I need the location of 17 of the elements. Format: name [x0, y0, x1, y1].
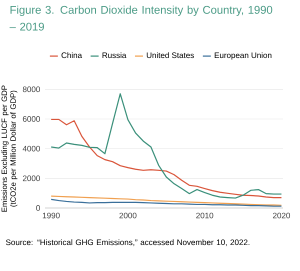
x-tick-label: 2010: [196, 212, 214, 218]
y-tick-label: 6000: [22, 116, 40, 122]
source-note: Source: “Historical GHG Emissions,” accessed November 10, 2022.: [6, 239, 250, 246]
y-tick-label: 2000: [22, 175, 40, 182]
x-tick-label: 2020: [272, 212, 290, 218]
y-tick-label: 8000: [22, 86, 40, 92]
y-tick-label: 0: [36, 205, 40, 211]
line-series: [50, 93, 282, 199]
x-tick-label: 2000: [119, 212, 137, 218]
y-tick-label: 4000: [22, 146, 40, 152]
line-series: [50, 118, 282, 198]
legend-label: Russia: [102, 52, 126, 58]
legend-label: United States: [146, 52, 194, 58]
legend-label: European Union: [214, 52, 272, 60]
chart-title: Figure 3. Carbon Dioxide Intensity by Country, 1990 – 2019: [10, 6, 272, 31]
legend-label: China: [62, 52, 82, 58]
x-tick-label: 1990: [42, 212, 60, 218]
